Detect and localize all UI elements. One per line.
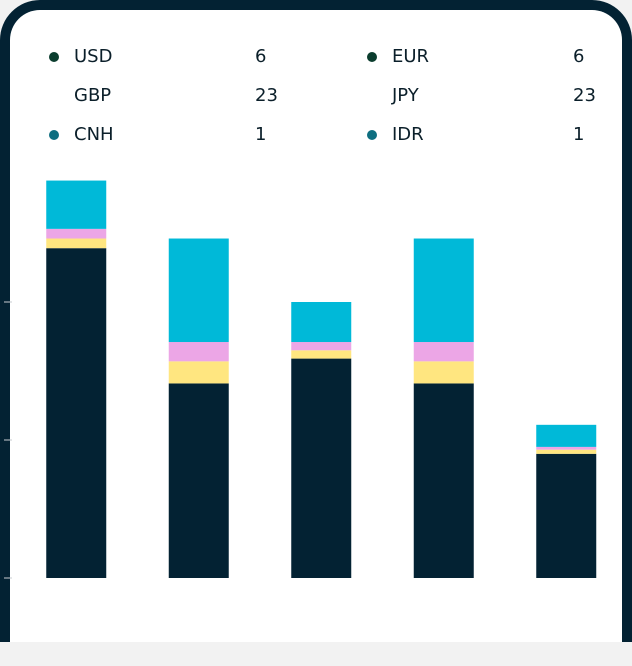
bar-segment xyxy=(46,238,107,249)
legend-dot xyxy=(49,52,59,62)
bar-segment xyxy=(536,453,597,578)
currency-count: 1 xyxy=(573,124,584,145)
bar-segment xyxy=(291,342,352,351)
bar-segment xyxy=(536,424,597,447)
currency-code: EUR xyxy=(392,46,429,67)
currency-count: 23 xyxy=(255,85,278,106)
currency-count: 23 xyxy=(573,85,596,106)
currency-count: 6 xyxy=(255,46,266,67)
legend-dot xyxy=(367,130,377,140)
bar-segment xyxy=(46,248,107,578)
currency-code: JPY xyxy=(391,85,420,106)
bar-segment xyxy=(168,238,229,343)
bar-segment xyxy=(168,383,229,578)
bar-segment xyxy=(536,449,597,454)
bar-segment xyxy=(46,228,107,239)
currency-code: IDR xyxy=(392,124,424,145)
bar-segment xyxy=(46,180,107,229)
currency-code: GBP xyxy=(74,85,111,106)
bar-segment xyxy=(536,446,597,450)
currency-count: 1 xyxy=(255,124,266,145)
currency-count: 6 xyxy=(573,46,584,67)
bar-segment xyxy=(291,358,352,578)
legend-dot xyxy=(49,130,59,140)
bar-segment xyxy=(168,361,229,384)
legend-dot xyxy=(367,52,377,62)
footer-band xyxy=(0,642,632,662)
bar-segment xyxy=(168,342,229,362)
bar-segment xyxy=(291,302,352,343)
bar-segment xyxy=(413,238,474,343)
bar-segment xyxy=(291,350,352,359)
currency-code: USD xyxy=(74,46,112,67)
bar-segment xyxy=(413,361,474,384)
currency-code: CNH xyxy=(74,124,114,145)
bar-segment xyxy=(413,383,474,578)
bar-segment xyxy=(413,342,474,362)
